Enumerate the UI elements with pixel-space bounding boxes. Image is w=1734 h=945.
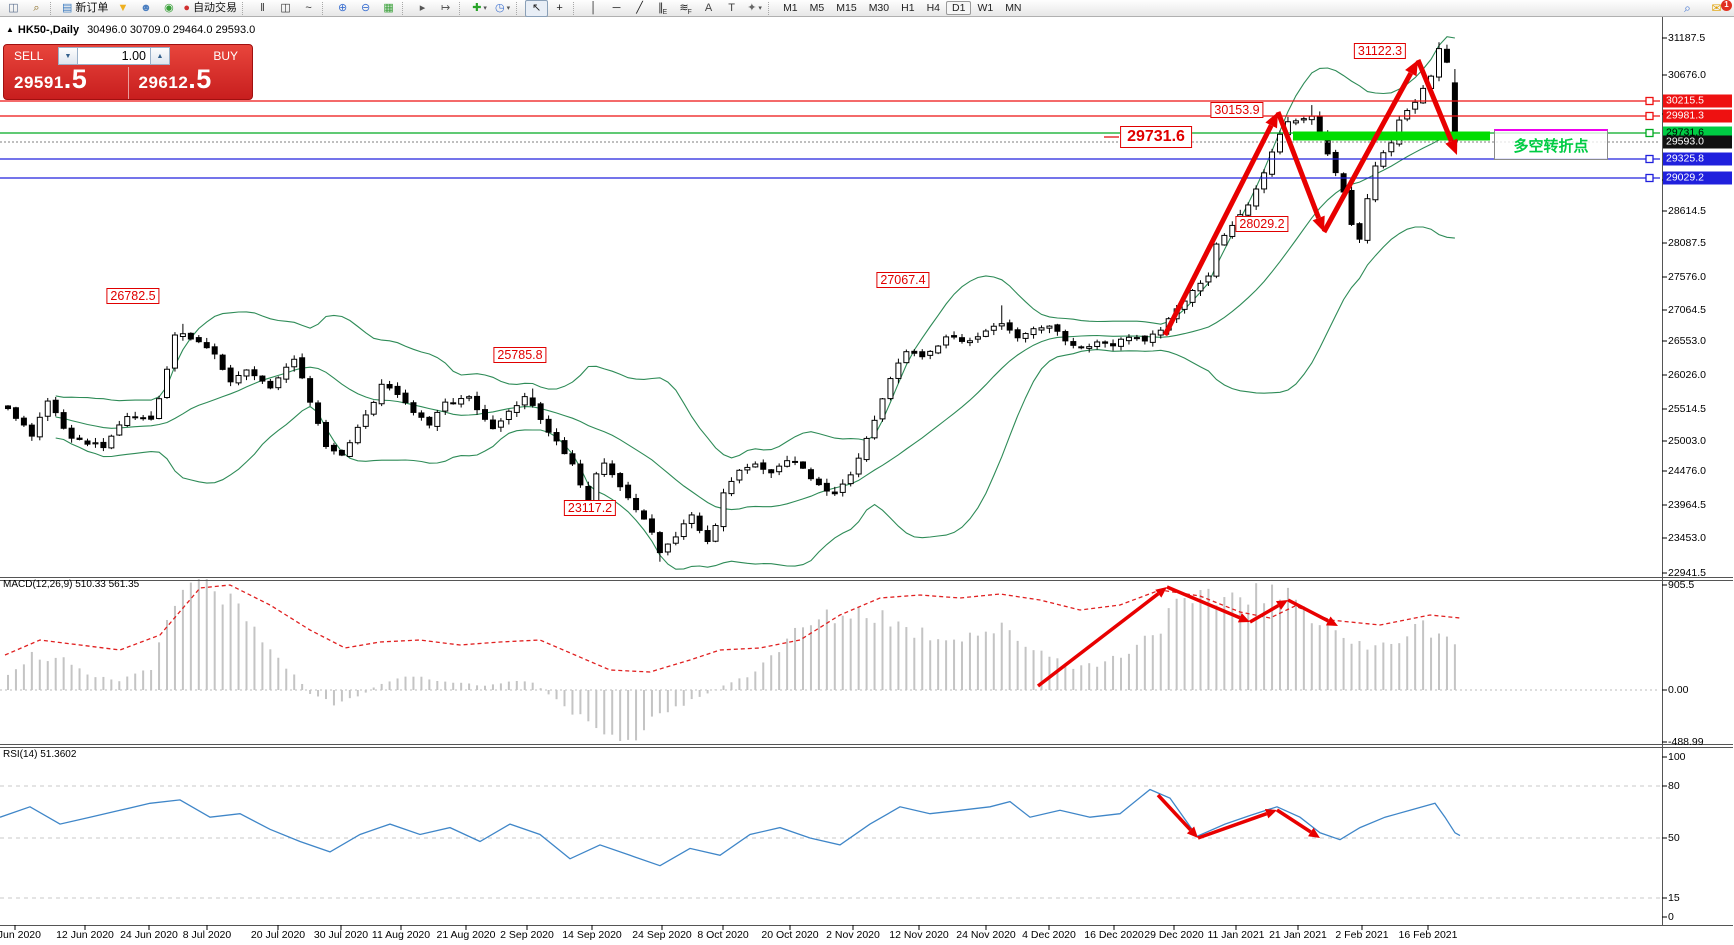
timeframe-mn[interactable]: MN <box>1005 2 1022 14</box>
charts-window-icon[interactable]: ◫ <box>8 1 19 14</box>
text-label-icon[interactable]: T <box>728 1 735 14</box>
buy-button[interactable]: 29612.5 <box>129 64 253 99</box>
trendline-icon[interactable]: ╱ <box>636 1 643 14</box>
market-watch-icon[interactable]: ⌕ <box>33 1 40 14</box>
sell-price-main: 29591 <box>14 73 64 92</box>
buy-label: BUY <box>213 49 238 63</box>
volume-decrease-button[interactable]: ▼ <box>58 47 78 65</box>
candle-chart-icon[interactable]: ◫ <box>280 1 291 14</box>
indicators-funnel-icon[interactable]: ▼ <box>117 1 129 14</box>
timeframe-m15[interactable]: M15 <box>836 2 857 14</box>
ohlc-values: 30496.0 30709.0 29464.0 29593.0 <box>87 24 256 36</box>
toolbar-separator <box>516 1 522 15</box>
sell-price-frac: .5 <box>63 64 88 94</box>
toolbar-separator <box>573 1 579 15</box>
toolbar-separator <box>242 1 248 15</box>
toolbar-separator <box>768 1 774 15</box>
toolbar: ◫ ⌕ ▤ 新订单 ▼ ☻ ◉ ● 自动交易 ‖ ◫ ~ ⊕ ⊖ ▦ ▸ ↦ ✚ ▾ ◷ ▾ ↖ + │ ─ ╱ ∥ E ≋ F A T ✦ ▾ M… <box>0 0 1734 17</box>
autotrading-button[interactable]: ● 自动交易 <box>183 1 238 14</box>
volume-increase-button[interactable]: ▲ <box>150 47 170 65</box>
fibonacci-icon[interactable]: ≋ F <box>679 1 692 16</box>
toolbar-separator <box>402 1 408 15</box>
note-text: 多空转折点 <box>1513 137 1589 155</box>
search-icon[interactable]: ⌕ <box>1684 1 1691 15</box>
one-click-trading-panel: SELL ▼ ▲ BUY 29591.5 29612.5 <box>3 44 253 100</box>
buy-price-main: 29612 <box>138 73 189 92</box>
new-order-button[interactable]: ▤ 新订单 <box>62 1 109 14</box>
timeframe-w1[interactable]: W1 <box>977 2 994 14</box>
notifications-icon[interactable]: ✉ 1 <box>1705 0 1732 17</box>
symbol-period-label: HK50-,Daily <box>17 24 80 36</box>
signals-icon[interactable]: ◉ <box>164 1 174 14</box>
cursor-icon[interactable]: ↖ <box>525 0 549 17</box>
rsi-indicator-label: RSI(14) 51.3602 <box>3 749 77 760</box>
text-icon[interactable]: A <box>704 1 713 14</box>
note-annotation[interactable]: 多空转折点 <box>1494 129 1608 160</box>
sell-button[interactable]: 29591.5 <box>4 64 129 99</box>
zoom-in-icon[interactable]: ⊕ <box>337 1 348 14</box>
chart-shift-icon[interactable]: ↦ <box>440 1 451 14</box>
chart-title: ▲ HK50-,Daily 30496.0 30709.0 29464.0 2959… <box>6 24 255 36</box>
vertical-line-icon[interactable]: │ <box>590 1 597 14</box>
timeframe-m5[interactable]: M5 <box>809 2 825 14</box>
line-chart-icon[interactable]: ~ <box>305 1 312 14</box>
tile-windows-icon[interactable]: ▦ <box>383 1 394 14</box>
volume-input[interactable] <box>78 47 150 65</box>
collapse-triangle-icon[interactable]: ▲ <box>6 25 14 34</box>
timeframe-m30[interactable]: M30 <box>868 2 890 14</box>
zoom-out-icon[interactable]: ⊖ <box>360 1 371 14</box>
crosshair-icon[interactable]: + <box>556 1 563 14</box>
arrows-icon[interactable]: ✦ ▾ <box>747 1 762 14</box>
timeframe-d1[interactable]: D1 <box>946 1 972 15</box>
add-indicator-icon[interactable]: ✚ ▾ <box>472 1 487 14</box>
toolbar-separator <box>459 1 465 15</box>
bar-chart-icon[interactable]: ‖ <box>260 1 265 14</box>
timeframe-h4[interactable]: H4 <box>926 2 940 14</box>
chart-area[interactable] <box>0 17 1734 945</box>
horizontal-line-icon[interactable]: ─ <box>612 1 621 14</box>
notification-badge: 1 <box>1721 0 1732 11</box>
accounts-icon[interactable]: ☻ <box>140 1 152 14</box>
auto-scroll-icon[interactable]: ▸ <box>419 1 426 14</box>
period-icon[interactable]: ◷ ▾ <box>495 1 511 14</box>
timeframe-h1[interactable]: H1 <box>901 2 915 14</box>
timeframe-m1[interactable]: M1 <box>783 2 798 14</box>
chart-canvas[interactable] <box>0 17 1734 945</box>
sell-label: SELL <box>14 49 44 63</box>
toolbar-separator <box>50 1 56 15</box>
buy-price-frac: .5 <box>188 64 212 94</box>
equidistant-channel-icon[interactable]: ∥ E <box>657 1 668 16</box>
toolbar-separator <box>322 1 328 15</box>
macd-indicator-label: MACD(12,26,9) 510.33 561.35 <box>3 579 140 590</box>
